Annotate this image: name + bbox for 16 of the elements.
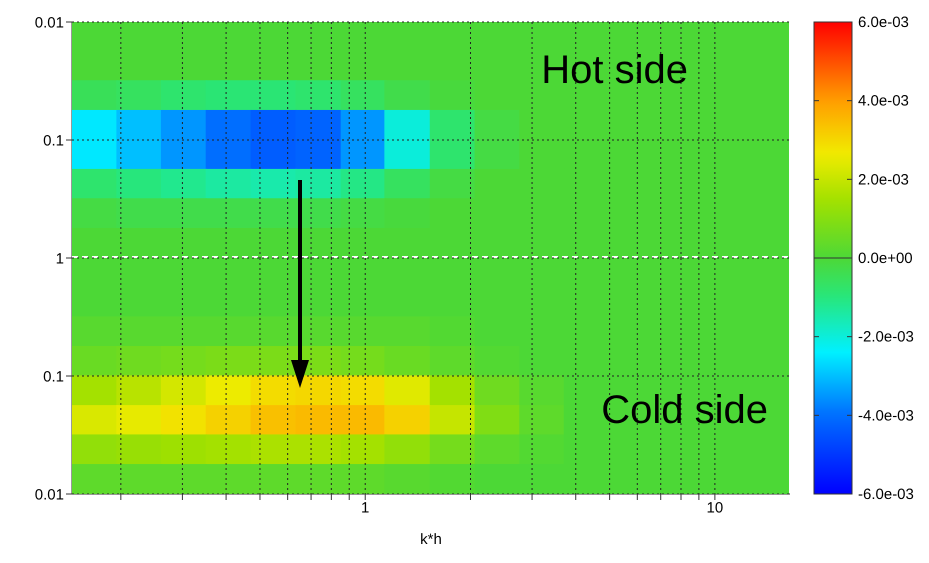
y-tick-label: 1 <box>56 250 64 268</box>
x-axis-title: k*h <box>420 531 442 548</box>
color-bar-label: -4.0e-03 <box>858 407 914 424</box>
y-tick-label: 0.1 <box>43 368 64 386</box>
y-tick-label: 0.01 <box>34 14 64 32</box>
annotation: Cold side <box>601 388 768 433</box>
color-bar-label: 6.0e-03 <box>858 14 909 31</box>
color-bar-label: 2.0e-03 <box>858 171 909 188</box>
x-tick-label: 10 <box>706 500 724 517</box>
color-bar-label: -2.0e-03 <box>858 328 914 346</box>
y-tick-label: 0.01 <box>34 486 64 504</box>
color-bar-label: 0.0e+00 <box>858 250 913 267</box>
color-bar-label: 4.0e-03 <box>858 92 909 110</box>
color-bar-label: -6.0e-03 <box>858 486 914 503</box>
annotation: Hot side <box>541 48 688 93</box>
y-tick-label: 0.1 <box>43 132 64 150</box>
